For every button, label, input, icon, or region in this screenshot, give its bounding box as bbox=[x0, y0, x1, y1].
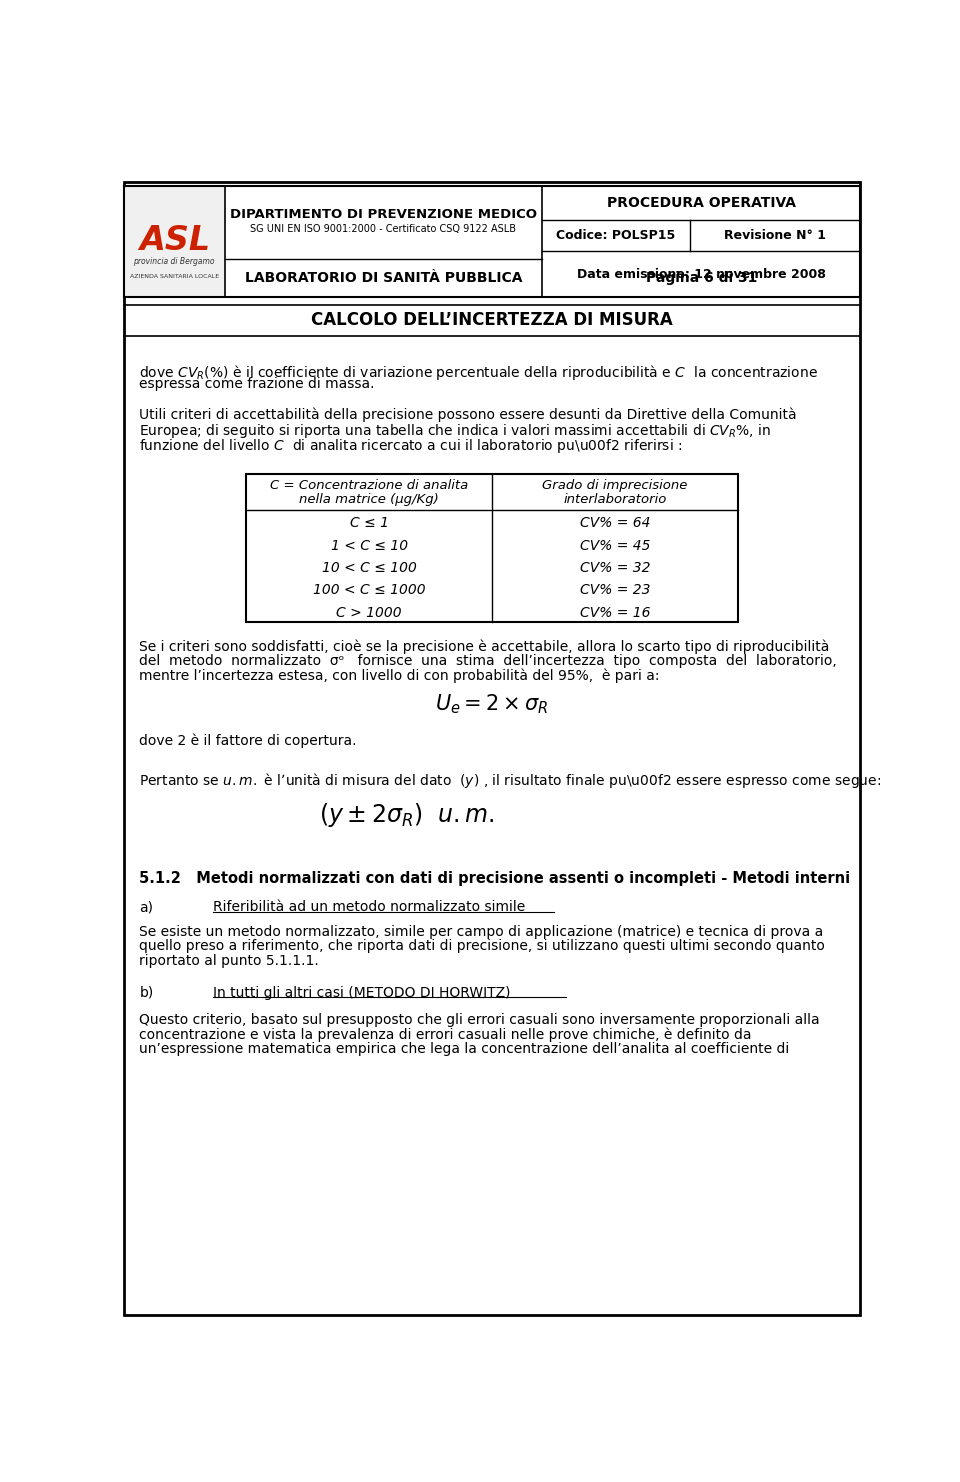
Text: un’espressione matematica empirica che lega la concentrazione dell’analita al co: un’espressione matematica empirica che l… bbox=[139, 1042, 790, 1055]
Text: $\left(y \pm 2\sigma_R\right)$  $u.m.$: $\left(y \pm 2\sigma_R\right)$ $u.m.$ bbox=[319, 802, 494, 830]
Text: Pagina 6 di 31: Pagina 6 di 31 bbox=[645, 271, 756, 285]
Text: dove 2 è il fattore di copertura.: dove 2 è il fattore di copertura. bbox=[139, 734, 357, 748]
Text: C = Concentrazione di analita: C = Concentrazione di analita bbox=[270, 479, 468, 492]
Text: 1 < C ≤ 10: 1 < C ≤ 10 bbox=[330, 538, 408, 553]
Text: Se esiste un metodo normalizzato, simile per campo di applicazione (matrice) e t: Se esiste un metodo normalizzato, simile… bbox=[139, 925, 824, 938]
Text: Data emissione: 12 novembre 2008: Data emissione: 12 novembre 2008 bbox=[577, 268, 826, 280]
Text: CV% = 64: CV% = 64 bbox=[580, 516, 650, 531]
Text: Se i criteri sono soddisfatti, cioè se la precisione è accettabile, allora lo sc: Se i criteri sono soddisfatti, cioè se l… bbox=[139, 639, 829, 654]
Text: AZIENDA SANITARIA LOCALE: AZIENDA SANITARIA LOCALE bbox=[130, 274, 219, 279]
Bar bbox=[247, 474, 737, 622]
Text: Codice: POLSP15: Codice: POLSP15 bbox=[557, 230, 676, 242]
Text: concentrazione e vista la prevalenza di errori casuali nelle prove chimiche, è d: concentrazione e vista la prevalenza di … bbox=[139, 1027, 752, 1042]
Text: del  metodo  normalizzato  σᵒ   fornisce  una  stima  dell’incertezza  tipo  com: del metodo normalizzato σᵒ fornisce una … bbox=[139, 654, 837, 668]
Text: espressa come frazione di massa.: espressa come frazione di massa. bbox=[139, 378, 374, 391]
Text: C > 1000: C > 1000 bbox=[336, 606, 402, 619]
Text: Pertanto se $u.m.$ è l’unità di misura del dato  $(y)$ , il risultato finale pu\: Pertanto se $u.m.$ è l’unità di misura d… bbox=[139, 771, 881, 790]
Text: CALCOLO DELL’INCERTEZZA DI MISURA: CALCOLO DELL’INCERTEZZA DI MISURA bbox=[311, 311, 673, 329]
Text: dove $CV_R$(%) è il coefficiente di variazione percentuale della riproducibilità: dove $CV_R$(%) è il coefficiente di vari… bbox=[139, 363, 818, 382]
Text: CV% = 23: CV% = 23 bbox=[580, 584, 650, 597]
Text: Utili criteri di accettabilità della precisione possono essere desunti da Dirett: Utili criteri di accettabilità della pre… bbox=[139, 408, 797, 422]
Text: quello preso a riferimento, che riporta dati di precisione, si utilizzano questi: quello preso a riferimento, che riporta … bbox=[139, 940, 826, 953]
Text: interlaboratorio: interlaboratorio bbox=[564, 494, 666, 507]
Text: C ≤ 1: C ≤ 1 bbox=[349, 516, 389, 531]
Text: mentre l’incertezza estesa, con livello di con probabilità del 95%,  è pari a:: mentre l’incertezza estesa, con livello … bbox=[139, 668, 660, 683]
Text: 5.1.2   Metodi normalizzati con dati di precisione assenti o incompleti - Metodi: 5.1.2 Metodi normalizzati con dati di pr… bbox=[139, 871, 851, 886]
Text: CV% = 16: CV% = 16 bbox=[580, 606, 650, 619]
Text: 10 < C ≤ 100: 10 < C ≤ 100 bbox=[322, 560, 417, 575]
Text: CV% = 32: CV% = 32 bbox=[580, 560, 650, 575]
Text: $U_e = 2 \times \sigma_R$: $U_e = 2 \times \sigma_R$ bbox=[435, 692, 549, 716]
Text: a): a) bbox=[139, 900, 154, 914]
Text: Grado di imprecisione: Grado di imprecisione bbox=[542, 479, 687, 492]
Text: PROCEDURA OPERATIVA: PROCEDURA OPERATIVA bbox=[607, 196, 796, 210]
Text: Riferibilità ad un metodo normalizzato simile: Riferibilità ad un metodo normalizzato s… bbox=[213, 900, 525, 914]
Text: provincia di Bergamo: provincia di Bergamo bbox=[133, 256, 215, 265]
Text: Revisione N° 1: Revisione N° 1 bbox=[724, 230, 826, 242]
Text: LABORATORIO DI SANITÀ PUBBLICA: LABORATORIO DI SANITÀ PUBBLICA bbox=[245, 271, 522, 285]
Text: In tutti gli altri casi (METODO DI HORWITZ): In tutti gli altri casi (METODO DI HORWI… bbox=[213, 986, 511, 999]
Text: 100 < C ≤ 1000: 100 < C ≤ 1000 bbox=[313, 584, 425, 597]
Text: nella matrice (µg/Kg): nella matrice (µg/Kg) bbox=[300, 494, 439, 507]
Text: Europea; di seguito si riporta una tabella che indica i valori massimi accettabi: Europea; di seguito si riporta una tabel… bbox=[139, 422, 772, 440]
Text: DIPARTIMENTO DI PREVENZIONE MEDICO: DIPARTIMENTO DI PREVENZIONE MEDICO bbox=[230, 209, 537, 221]
Text: b): b) bbox=[139, 986, 154, 999]
Text: Questo criterio, basato sul presupposto che gli errori casuali sono inversamente: Questo criterio, basato sul presupposto … bbox=[139, 1012, 820, 1027]
Text: ASL: ASL bbox=[138, 224, 210, 258]
Text: CV% = 45: CV% = 45 bbox=[580, 538, 650, 553]
Text: riportato al punto 5.1.1.1.: riportato al punto 5.1.1.1. bbox=[139, 954, 319, 968]
Bar bbox=[124, 185, 225, 298]
Text: SG UNI EN ISO 9001:2000 - Certificato CSQ 9122 ASLB: SG UNI EN ISO 9001:2000 - Certificato CS… bbox=[251, 224, 516, 234]
Text: funzione del livello $C$  di analita ricercato a cui il laboratorio pu\u00f2 rif: funzione del livello $C$ di analita rice… bbox=[139, 437, 683, 455]
